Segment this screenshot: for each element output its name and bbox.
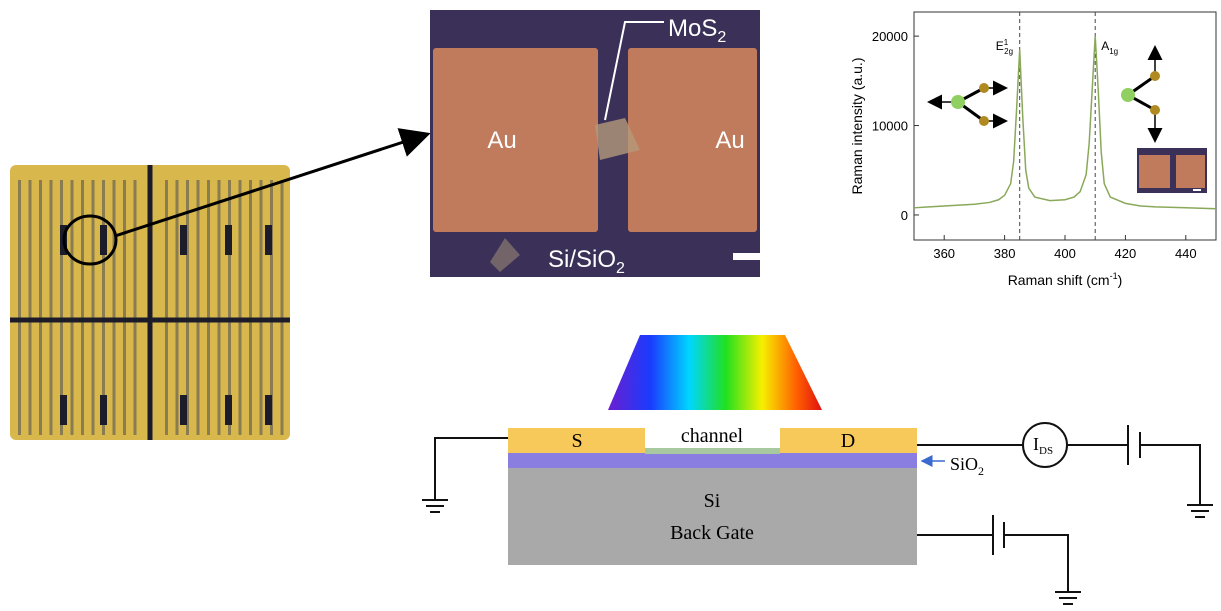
y-tick-label: 10000 <box>872 119 908 134</box>
electrode-gap <box>134 180 137 435</box>
electrode-gap <box>100 225 107 255</box>
electrode-gap <box>100 395 107 425</box>
channel-label: channel <box>681 425 744 447</box>
peak-label-sub: 1g <box>1109 47 1118 56</box>
electrode-gap <box>29 180 32 435</box>
electrode-gap <box>92 180 95 435</box>
electrode-gap <box>225 395 232 425</box>
electrode-gap <box>249 180 252 435</box>
electrode-gap <box>123 180 126 435</box>
electrode-gap <box>265 395 272 425</box>
pad-label: Au <box>715 127 744 154</box>
peak-label-sub: 2g <box>1004 47 1013 56</box>
electrode-gap <box>218 180 221 435</box>
electrode-gap <box>50 180 53 435</box>
electrode-gap <box>225 225 232 255</box>
x-tick-label: 440 <box>1175 246 1197 261</box>
electrode-gap <box>207 180 210 435</box>
electrode-gap <box>39 180 42 435</box>
figure: Au Au MoS2 Si/SiO2 Raman intensity (a.u.… <box>0 0 1221 611</box>
x-tick-label: 380 <box>994 246 1016 261</box>
light-beam <box>608 335 822 410</box>
electrode-gap <box>197 180 200 435</box>
x-tick-label: 420 <box>1115 246 1137 261</box>
source-label: S <box>571 430 582 452</box>
electrode-gap <box>71 180 74 435</box>
electrode-gap <box>265 225 272 255</box>
micrograph: Au Au MoS2 Si/SiO2 <box>430 10 768 277</box>
y-tick-label: 0 <box>901 208 908 223</box>
vibration-icon <box>930 83 1005 126</box>
substrate-label: Si/SiO2 <box>548 246 625 277</box>
x-tick-label: 360 <box>933 246 955 261</box>
peak-label: A1g <box>1101 39 1118 56</box>
vibration-icon <box>1121 48 1160 140</box>
x-tick-label: 400 <box>1054 246 1076 261</box>
raman-chart: Raman intensity (a.u.) Raman shift (cm-1… <box>849 12 1216 288</box>
electrode-gap <box>113 180 116 435</box>
gate-label: Back Gate <box>670 522 754 544</box>
electrode-gap <box>18 180 21 435</box>
electrode-gap <box>176 180 179 435</box>
peak-label-text: A <box>1101 39 1109 53</box>
drain-label: D <box>841 430 855 452</box>
electrode-gap <box>260 180 263 435</box>
electrode-gap <box>180 395 187 425</box>
transistor-schematic: S channel D SiO2 Si Back Gate IDS <box>422 335 1213 604</box>
inset-micrograph <box>1137 148 1207 193</box>
electrode-gap <box>180 225 187 255</box>
gate-label: Si <box>704 490 721 512</box>
electrode-gap <box>239 180 242 435</box>
electrode-gap <box>60 395 67 425</box>
y-axis-label: Raman intensity (a.u.) <box>849 58 865 195</box>
x-axis-label: Raman shift (cm-1) <box>1008 271 1123 288</box>
y-tick-label: 20000 <box>872 29 908 44</box>
peak-label-sup: 1 <box>1004 38 1009 47</box>
electrode-gap <box>281 180 284 435</box>
pad-label: Au <box>487 127 516 154</box>
oxide-label: SiO2 <box>950 454 984 478</box>
peak-label-text: E <box>996 39 1004 53</box>
